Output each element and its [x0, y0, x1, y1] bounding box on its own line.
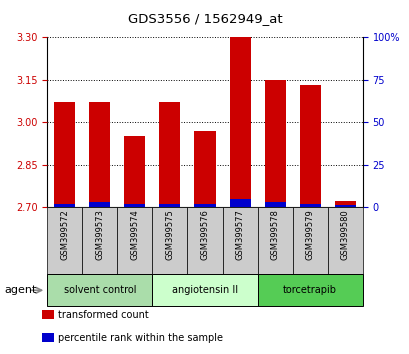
Bar	[54, 204, 75, 207]
Text: GSM399575: GSM399575	[165, 209, 174, 260]
Bar	[159, 204, 180, 207]
Text: GSM399574: GSM399574	[130, 209, 139, 260]
Bar	[89, 102, 110, 207]
FancyBboxPatch shape	[47, 274, 152, 306]
Text: GSM399579: GSM399579	[305, 209, 314, 260]
FancyBboxPatch shape	[222, 207, 257, 274]
Bar	[124, 204, 145, 207]
Text: solvent control: solvent control	[63, 285, 136, 295]
Text: GSM399572: GSM399572	[60, 209, 69, 260]
Text: GSM399573: GSM399573	[95, 209, 104, 260]
FancyBboxPatch shape	[187, 207, 222, 274]
Bar	[229, 199, 250, 207]
Text: torcetrapib: torcetrapib	[283, 285, 337, 295]
Text: GSM399578: GSM399578	[270, 209, 279, 260]
Bar	[334, 205, 355, 207]
FancyBboxPatch shape	[327, 207, 362, 274]
Text: GSM399576: GSM399576	[200, 209, 209, 260]
Bar	[334, 201, 355, 207]
Bar	[89, 202, 110, 207]
Bar	[299, 85, 320, 207]
FancyBboxPatch shape	[152, 274, 257, 306]
FancyBboxPatch shape	[117, 207, 152, 274]
FancyBboxPatch shape	[292, 207, 327, 274]
Bar	[54, 102, 75, 207]
Text: agent: agent	[4, 285, 36, 295]
FancyBboxPatch shape	[257, 207, 292, 274]
Bar	[124, 136, 145, 207]
Bar	[229, 37, 250, 207]
Bar	[194, 204, 215, 207]
Bar	[42, 333, 54, 343]
Text: GSM399580: GSM399580	[340, 209, 349, 260]
Bar	[159, 102, 180, 207]
Bar	[264, 202, 285, 207]
Text: GDS3556 / 1562949_at: GDS3556 / 1562949_at	[127, 12, 282, 25]
Bar	[299, 204, 320, 207]
FancyBboxPatch shape	[257, 274, 362, 306]
FancyBboxPatch shape	[152, 207, 187, 274]
Bar	[42, 310, 54, 319]
Bar	[194, 131, 215, 207]
Text: percentile rank within the sample: percentile rank within the sample	[58, 333, 223, 343]
Text: GSM399577: GSM399577	[235, 209, 244, 260]
Bar	[264, 80, 285, 207]
FancyBboxPatch shape	[82, 207, 117, 274]
FancyBboxPatch shape	[47, 207, 82, 274]
Text: angiotensin II: angiotensin II	[171, 285, 238, 295]
Text: transformed count: transformed count	[58, 310, 149, 320]
